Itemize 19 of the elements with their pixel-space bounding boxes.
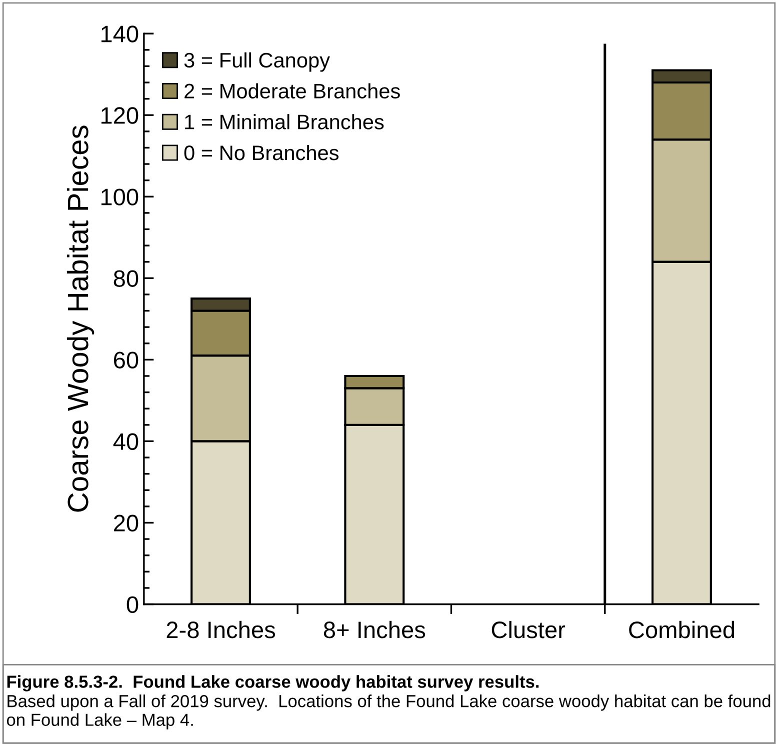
legend-label: 2 = Moderate Branches <box>184 83 400 98</box>
caption: Figure 8.5.3-2. Found Lake coarse woody habitat survey results. <box>7 675 539 692</box>
x-tick-label: 8+ Inches <box>324 620 426 638</box>
y-tick-label: 80 <box>114 270 138 287</box>
y-axis-title: Coarse Woody Habitat Pieces <box>66 126 94 512</box>
y-tick-label: 0 <box>126 596 138 614</box>
text: Based upon a Fall of 2019 survey. Locations of the Found Lake coarse woody habitat can be found on Found Lake – Map 4. <box>6 694 770 730</box>
y-tick-label: 40 <box>113 433 138 450</box>
y-tick-label: 140 <box>101 26 138 42</box>
legend-label: 3 = Full Canopy <box>184 52 330 72</box>
y-tick-label: 120 <box>101 107 138 124</box>
x-tick-label: Combined <box>629 620 734 638</box>
y-tick-label: 20 <box>114 514 138 532</box>
x-tick-label: Cluster <box>492 620 566 638</box>
y-tick-label: 60 <box>114 352 138 368</box>
y-tick-label: 100 <box>101 188 138 206</box>
x-tick-label: 2-8 Inches <box>166 620 276 638</box>
legend-label: 0 = No Branches <box>184 144 339 160</box>
legend-label: 1 = Minimal Branches <box>185 114 384 130</box>
